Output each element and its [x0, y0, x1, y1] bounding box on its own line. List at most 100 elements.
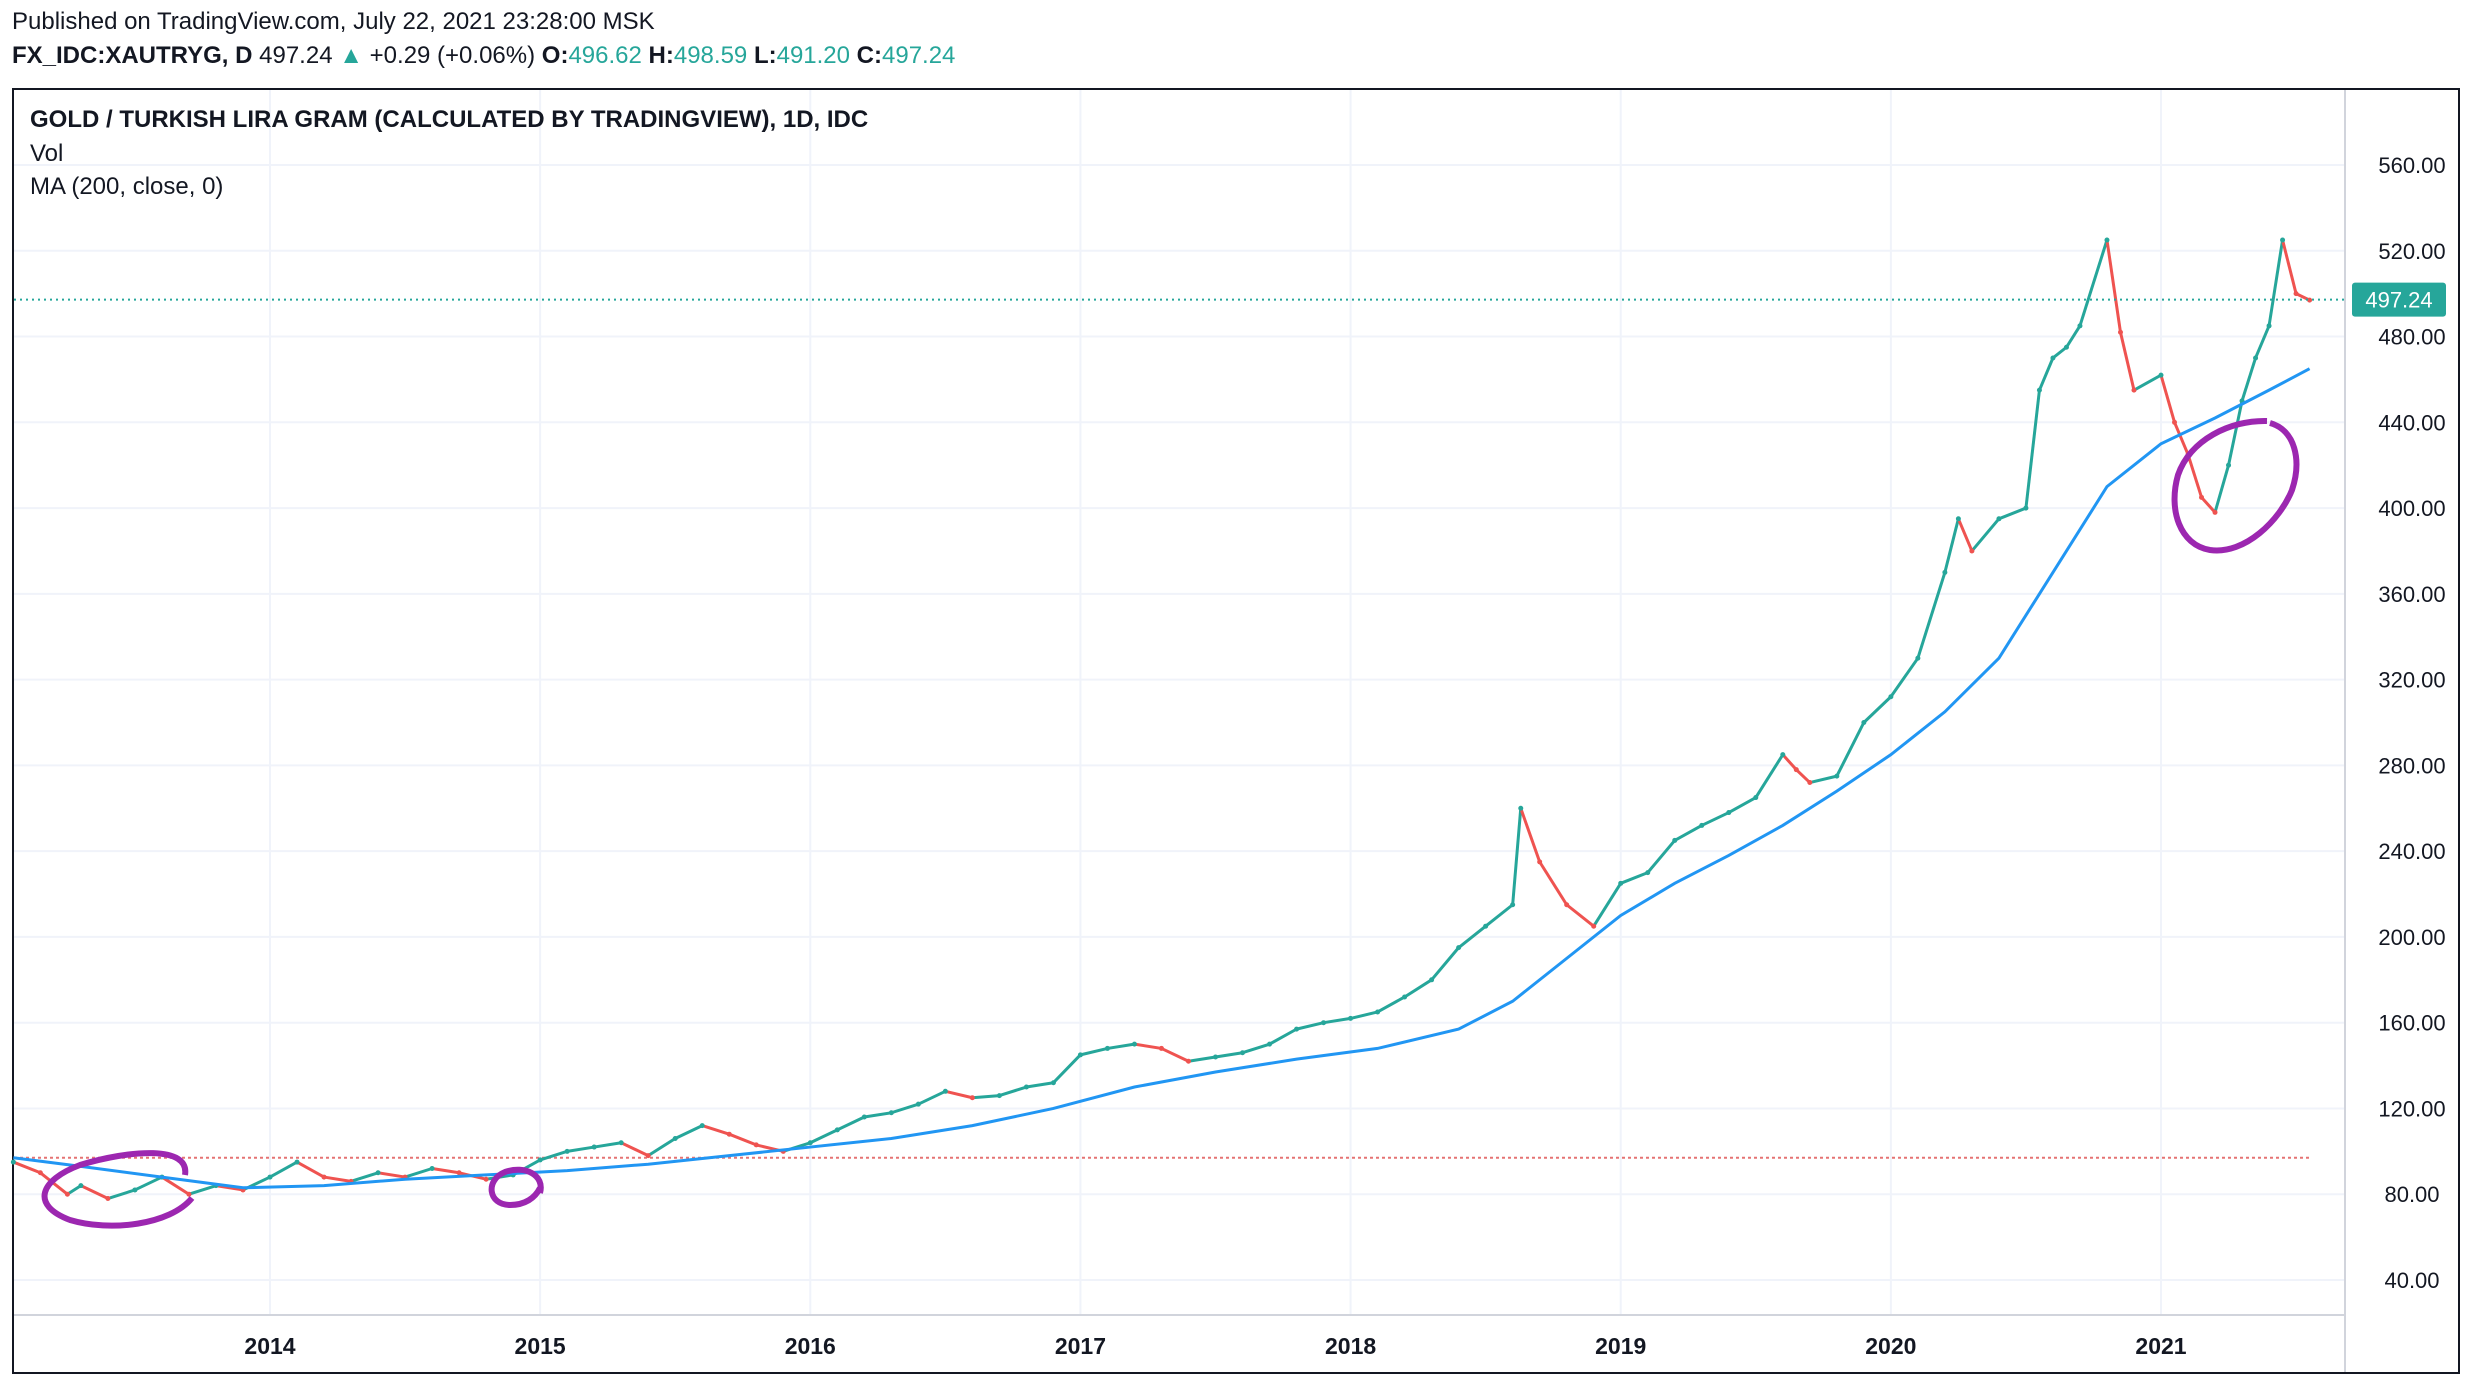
- price-point: [2280, 237, 2286, 243]
- price-point: [1240, 1050, 1246, 1056]
- x-tick-label: 2018: [1325, 1333, 1376, 1359]
- price-segment: [1809, 774, 1838, 784]
- y-tick-label: 120.00: [2378, 1096, 2445, 1121]
- price-point: [1294, 1026, 1300, 1032]
- price-point: [2117, 329, 2123, 335]
- price-point: [37, 1170, 43, 1176]
- price-segment: [1754, 753, 1785, 799]
- price-point: [2158, 372, 2164, 378]
- price-point: [2266, 323, 2272, 329]
- y-tick-label: 560.00: [2378, 153, 2445, 178]
- price-point: [834, 1127, 840, 1133]
- x-tick-label: 2015: [515, 1333, 566, 1359]
- price-point: [726, 1131, 732, 1137]
- price-point: [267, 1174, 273, 1180]
- price-point: [537, 1157, 543, 1163]
- price-segment: [1457, 925, 1487, 949]
- price-segment: [1862, 695, 1892, 724]
- price-point: [2077, 323, 2083, 329]
- price-segment: [1134, 1042, 1162, 1050]
- symbol-label: FX_IDC:XAUTRYG, D: [12, 42, 253, 69]
- low-value: 491.20: [776, 42, 850, 69]
- price-segment: [1188, 1055, 1216, 1063]
- price-segment: [1215, 1051, 1243, 1059]
- grid-lines: [14, 90, 2345, 1315]
- price-segment: [350, 1171, 379, 1183]
- price-segment: [1835, 721, 1866, 777]
- annotation-circle-2014: [488, 1166, 544, 1209]
- price-segment: [2281, 239, 2298, 295]
- price-point: [1158, 1045, 1164, 1051]
- last-price-badge-bg: [2352, 282, 2446, 317]
- price-point: [645, 1153, 651, 1159]
- price-point: [1518, 805, 1524, 811]
- price-point: [1267, 1041, 1273, 1047]
- price-point: [2253, 355, 2259, 361]
- y-tick-label: 360.00: [2378, 582, 2445, 607]
- price-point: [564, 1148, 570, 1154]
- price-segment: [1701, 811, 1730, 827]
- price-segment: [1511, 808, 1523, 905]
- price-segment: [1376, 995, 1406, 1014]
- price-segment: [377, 1171, 406, 1179]
- price-point: [1793, 767, 1799, 773]
- price-segment: [836, 1115, 865, 1132]
- legend-vol: Vol: [30, 140, 64, 167]
- price-point: [1942, 569, 1948, 575]
- price-point: [1996, 516, 2002, 522]
- price-segment: [1728, 796, 1757, 814]
- price-segment: [998, 1085, 1027, 1098]
- price-point: [1807, 780, 1813, 786]
- price-segment: [80, 1184, 109, 1200]
- price-point: [1564, 902, 1570, 908]
- series-layer: [10, 237, 2313, 1202]
- price-point: [942, 1088, 948, 1094]
- ma-line: [13, 367, 2311, 1190]
- price-point: [618, 1140, 624, 1146]
- price-segment: [431, 1167, 460, 1175]
- y-tick-label: 400.00: [2378, 496, 2445, 521]
- price-segment: [674, 1124, 703, 1140]
- price-point: [132, 1187, 138, 1193]
- price-point: [1050, 1080, 1056, 1086]
- price-segment: [1565, 903, 1595, 928]
- price-point: [375, 1170, 381, 1176]
- price-point: [1402, 994, 1408, 1000]
- price-segment: [2052, 346, 2068, 360]
- price-point: [105, 1196, 111, 1202]
- price-point: [1429, 977, 1435, 983]
- price-point: [2226, 462, 2232, 468]
- price-point: [1969, 548, 1975, 554]
- time-axis[interactable]: 2014 2015 2016 2017 2018 2019 2020 2021: [14, 1314, 2345, 1359]
- price-point: [483, 1176, 489, 1182]
- price-segment: [890, 1102, 919, 1115]
- price-point: [1510, 902, 1516, 908]
- high-value: 498.59: [673, 42, 748, 69]
- price-point: [2172, 419, 2178, 425]
- y-tick-label: 240.00: [2378, 839, 2445, 864]
- x-tick-label: 2021: [2135, 1333, 2186, 1359]
- price-point: [1483, 923, 1489, 929]
- price-axis[interactable]: 40.00 80.00 120.00 160.00 200.00 240.00 280.00…: [2344, 90, 2446, 1372]
- y-tick-label: 320.00: [2378, 668, 2445, 693]
- price-point: [1780, 752, 1786, 758]
- price-segment: [107, 1188, 136, 1200]
- price-segment: [2065, 325, 2082, 349]
- x-tick-label: 2020: [1865, 1333, 1916, 1359]
- price-point: [1861, 720, 1867, 725]
- price-segment: [66, 1184, 82, 1196]
- price-segment: [215, 1184, 244, 1192]
- price-point: [321, 1174, 327, 1180]
- price-point: [1591, 923, 1597, 929]
- open-value: 496.62: [568, 42, 642, 69]
- price-point: [591, 1144, 597, 1150]
- price-segment: [2240, 357, 2257, 402]
- last-price-badge: 497.24: [2352, 282, 2446, 317]
- price-segment: [2267, 239, 2285, 327]
- chart-frame: [12, 88, 2460, 1374]
- price-segment: [404, 1167, 433, 1179]
- price-segment: [134, 1175, 163, 1192]
- price-point: [2063, 344, 2069, 350]
- price-segment: [2078, 239, 2109, 327]
